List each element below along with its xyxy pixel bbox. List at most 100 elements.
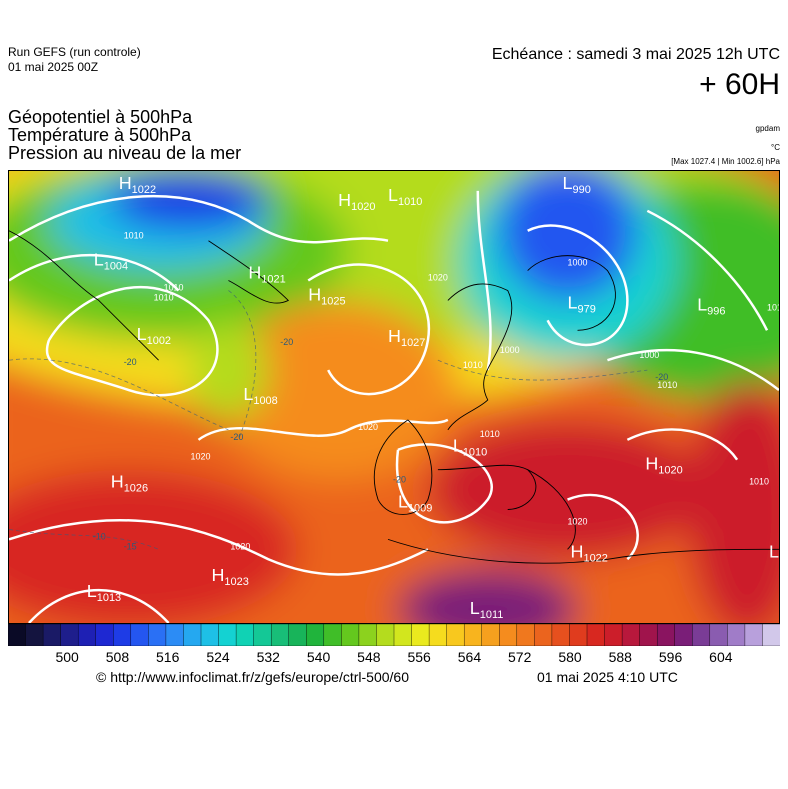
unit-hpa-range: [Max 1027.4 | Min 1002.6] hPa xyxy=(671,157,780,166)
scale-cell xyxy=(463,624,483,646)
pressure-center: L979 xyxy=(568,292,596,315)
pressure-center: L1013 xyxy=(87,581,121,604)
pressure-center: L1009 xyxy=(398,492,432,515)
temperature-label: -15 xyxy=(124,541,137,551)
scale-cell xyxy=(376,624,395,646)
isobars xyxy=(9,190,779,623)
geopotential-field xyxy=(9,171,779,623)
scale-tick-label: 572 xyxy=(508,649,532,665)
scale-tick-label: 540 xyxy=(306,649,331,665)
scale-cell xyxy=(148,624,167,646)
color-scale xyxy=(8,624,780,646)
scale-cell xyxy=(341,624,360,646)
isobar-label: 1010 xyxy=(749,477,769,487)
scale-cell xyxy=(428,624,448,646)
isobar-label: 1020 xyxy=(358,422,378,432)
title-temperature: Température à 500hPa xyxy=(8,125,192,145)
isobar-label: 1010 xyxy=(480,429,500,439)
scale-cell xyxy=(235,624,255,646)
scale-cell xyxy=(77,624,97,646)
scale-cell xyxy=(569,624,588,646)
temperature-isotherms xyxy=(9,290,648,550)
map-titles: Géopotentiel à 500hPa Température à 500h… xyxy=(8,108,241,162)
scale-cell xyxy=(604,624,623,646)
scale-tick-label: 548 xyxy=(357,649,381,665)
isobar-label: 1020 xyxy=(568,516,588,526)
isobar-label: 1010 xyxy=(124,231,144,241)
scale-cell xyxy=(499,624,518,646)
scale-cell xyxy=(393,624,413,646)
pressure-center: H1023 xyxy=(211,565,248,588)
scale-tick-label: 564 xyxy=(457,649,482,665)
scale-cell xyxy=(727,624,746,646)
isobar-label: 1000 xyxy=(500,345,520,355)
pressure-center: H1026 xyxy=(111,472,148,495)
pressure-center: H1025 xyxy=(308,284,345,307)
temperature-label: -20 xyxy=(393,475,406,485)
scale-tick-label: 508 xyxy=(105,649,130,665)
isobar-label: 1000 xyxy=(639,350,659,360)
temperature-label: -20 xyxy=(230,432,243,442)
isobar-label: 1010 xyxy=(463,360,483,370)
scale-tick-label: 604 xyxy=(709,649,733,665)
scale-cell xyxy=(218,624,237,646)
copyright-link[interactable]: © http://www.infoclimat.fr/z/gefs/europe… xyxy=(96,669,410,685)
coastlines xyxy=(9,230,779,564)
temperature-label: -10 xyxy=(93,531,106,541)
isobar-label: 1020 xyxy=(191,452,211,462)
title-geopotential: Géopotentiel à 500hPa xyxy=(8,107,193,127)
scale-cell xyxy=(130,624,150,646)
scale-tick-label: 532 xyxy=(256,649,280,665)
scale-cell xyxy=(200,624,220,646)
scale-cell xyxy=(709,624,729,646)
run-model: Run GEFS (run controle) xyxy=(8,45,141,59)
scale-cell xyxy=(674,624,693,646)
title-pressure: Pression au niveau de la mer xyxy=(8,143,242,163)
temperature-label: -20 xyxy=(280,337,293,347)
scale-tick-label: 556 xyxy=(407,649,431,665)
scale-cell xyxy=(762,624,780,646)
scale-cell xyxy=(95,624,114,646)
temperature-labels: -20 -20 -20 -20 -10 -20 -15 xyxy=(93,337,669,551)
pressure-center: L1008 xyxy=(243,384,277,407)
scale-cell xyxy=(446,624,465,646)
scale-cell xyxy=(306,624,325,646)
isobar-label: 1020 xyxy=(230,541,250,551)
scale-cell xyxy=(60,624,79,646)
isobar-label: 1010 xyxy=(657,380,677,390)
scale-cell xyxy=(270,624,290,646)
scale-tick-label: 588 xyxy=(608,649,632,665)
isobar-label: 1000 xyxy=(568,258,588,268)
scale-cell xyxy=(25,624,44,646)
pressure-center: H1022 xyxy=(571,541,608,564)
scale-cell xyxy=(113,624,132,646)
scale-tick-label: 524 xyxy=(206,649,230,665)
scale-tick-label: 596 xyxy=(658,649,683,665)
scale-cell xyxy=(288,624,307,646)
run-info: Run GEFS (run controle) 01 mai 2025 00Z xyxy=(8,45,141,75)
scale-tick-label: 500 xyxy=(55,649,79,665)
run-date: 01 mai 2025 00Z xyxy=(8,60,99,74)
pressure-center: L1002 xyxy=(137,324,171,347)
pressure-center: L990 xyxy=(563,173,591,196)
unit-celsius: °C xyxy=(771,143,780,152)
scale-cell xyxy=(586,624,606,646)
scale-cell xyxy=(358,624,378,646)
pressure-center: L1010 xyxy=(453,436,487,459)
generation-date: 01 mai 2025 4:10 UTC xyxy=(537,669,678,685)
scale-cell xyxy=(8,624,27,646)
scale-cell xyxy=(253,624,272,646)
pressure-center: H1021 xyxy=(248,263,285,286)
forecast-validity: Echéance : samedi 3 mai 2025 12h UTC xyxy=(491,46,780,63)
scale-cell xyxy=(551,624,571,646)
scale-cell xyxy=(692,624,711,646)
temperature-label: -20 xyxy=(655,372,668,382)
scale-cell xyxy=(516,624,536,646)
scale-cell xyxy=(323,624,343,646)
scale-cell xyxy=(656,624,676,646)
pressure-center: L1004 xyxy=(94,250,128,273)
scale-cell xyxy=(183,624,202,646)
temperature-label: -20 xyxy=(124,357,137,367)
